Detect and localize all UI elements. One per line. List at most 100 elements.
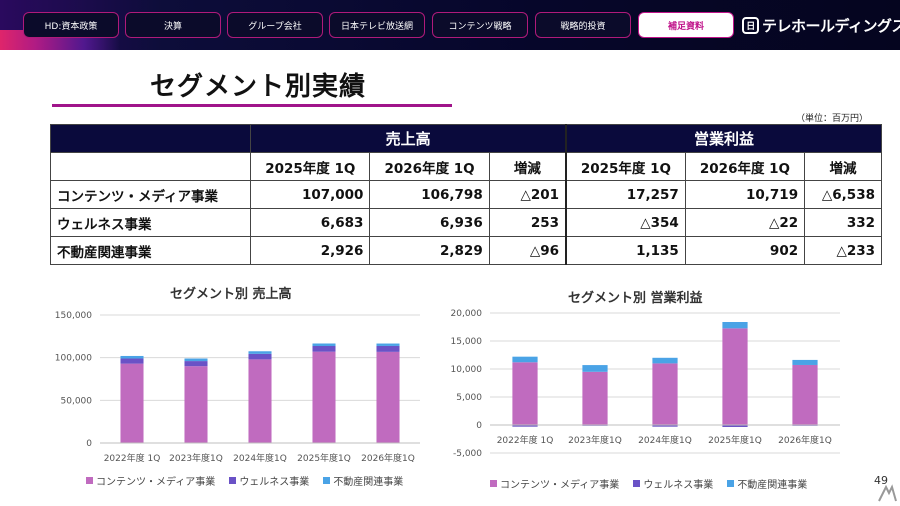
table-cell: 332 bbox=[804, 208, 882, 237]
legend-swatch bbox=[86, 477, 93, 484]
x-tick-label: 2026年度1Q bbox=[361, 452, 415, 464]
x-tick-label: 2023年度1Q bbox=[568, 434, 622, 446]
bar-segment bbox=[652, 425, 678, 427]
table-row: コンテンツ・メディア事業 107,000 106,798 △201 17,257… bbox=[49, 180, 882, 209]
sales-chart-legend: コンテンツ・メディア事業 ウェルネス事業 不動産関連事業 bbox=[86, 473, 403, 488]
legend-label: 不動産関連事業 bbox=[737, 480, 808, 491]
bar-segment bbox=[184, 361, 208, 367]
table-cell: 2,926 bbox=[250, 236, 371, 265]
bar-segment bbox=[512, 425, 538, 427]
legend-swatch bbox=[490, 480, 497, 487]
bar-segment bbox=[120, 355, 144, 359]
legend-label: ウェルネス事業 bbox=[239, 477, 310, 488]
bar-segment bbox=[722, 322, 748, 329]
brand-mark-icon: 日 bbox=[742, 16, 759, 34]
x-tick-label: 2024年度1Q bbox=[638, 434, 692, 446]
bar-segment bbox=[582, 365, 608, 372]
table-cell: 902 bbox=[684, 236, 806, 265]
bar-segment bbox=[376, 351, 400, 443]
subheader-cell: 2025年度 1Q bbox=[250, 152, 371, 181]
table-cell: 6,936 bbox=[369, 208, 490, 237]
bar-segment bbox=[376, 345, 400, 352]
bar-segment bbox=[120, 358, 144, 364]
legend-swatch bbox=[633, 480, 641, 487]
table-cell: △354 bbox=[565, 208, 686, 237]
legend-item: ウェルネス事業 bbox=[633, 476, 713, 491]
table-cell: 107,000 bbox=[250, 180, 371, 209]
tab-content-strategy[interactable]: コンテンツ戦略 bbox=[432, 12, 528, 38]
tab-capital-policy[interactable]: HD:資本政策 bbox=[23, 12, 119, 38]
tab-financial-results[interactable]: 決算 bbox=[125, 12, 221, 38]
table-cell: 253 bbox=[488, 208, 567, 237]
y-tick-label: 0 bbox=[86, 439, 92, 449]
tab-strategic-investment[interactable]: 戦略的投資 bbox=[535, 12, 631, 38]
bar-segment bbox=[376, 343, 400, 346]
bar-segment bbox=[120, 363, 144, 443]
bar-segment bbox=[582, 371, 608, 425]
legend-item: 不動産関連事業 bbox=[323, 473, 403, 488]
table-row: 不動産関連事業 2,926 2,829 △96 1,135 902 △233 bbox=[49, 236, 882, 265]
bar-segment bbox=[792, 359, 818, 365]
legend-label: ウェルネス事業 bbox=[643, 480, 714, 491]
brand-name: テレホールディングス bbox=[762, 16, 900, 35]
x-tick-label: 2022年度 1Q bbox=[104, 452, 161, 464]
bar-segment bbox=[248, 359, 272, 443]
profit-chart-title: セグメント別 営業利益 bbox=[568, 291, 703, 306]
page-title: セグメント別実績 bbox=[150, 72, 367, 102]
table-cell: △233 bbox=[804, 236, 882, 265]
table-cell: 17,257 bbox=[565, 180, 686, 209]
subheader-cell: 2026年度 1Q bbox=[369, 152, 490, 181]
bar-segment bbox=[652, 357, 678, 364]
row-label: ウェルネス事業 bbox=[49, 208, 252, 237]
subheader-cell: 増減 bbox=[488, 152, 567, 181]
x-tick-label: 2025年度1Q bbox=[708, 434, 762, 446]
y-tick-label: 5,000 bbox=[456, 393, 482, 403]
bar-segment bbox=[248, 351, 272, 354]
page-number: 49 bbox=[874, 474, 888, 487]
legend-label: 不動産関連事業 bbox=[333, 477, 404, 488]
y-tick-label: 50,000 bbox=[61, 396, 93, 406]
tab-group-companies[interactable]: グループ会社 bbox=[227, 12, 323, 38]
profit-chart-legend: コンテンツ・メディア事業 ウェルネス事業 不動産関連事業 bbox=[490, 476, 807, 491]
y-tick-label: 100,000 bbox=[55, 354, 92, 364]
header-sales: 売上高 bbox=[250, 124, 567, 153]
title-underline bbox=[52, 104, 452, 107]
table-row: ウェルネス事業 6,683 6,936 253 △354 △22 332 bbox=[49, 208, 882, 237]
bar-segment bbox=[312, 351, 336, 443]
header-operating-profit: 営業利益 bbox=[565, 124, 883, 153]
table-cell: △96 bbox=[488, 236, 567, 265]
subheader-cell: 2025年度 1Q bbox=[565, 152, 686, 181]
table-blank-cell bbox=[49, 152, 252, 181]
table-subheader-row: 2025年度 1Q 2026年度 1Q 増減 2025年度 1Q 2026年度 … bbox=[49, 152, 882, 181]
unit-note: （単位：百万円） bbox=[795, 114, 868, 124]
table-cell: 10,719 bbox=[684, 180, 806, 209]
legend-label: コンテンツ・メディア事業 bbox=[500, 480, 620, 491]
bar-segment bbox=[722, 328, 748, 425]
y-tick-label: 10,000 bbox=[451, 365, 483, 375]
table-group-header-row: 売上高 営業利益 bbox=[49, 124, 883, 153]
bar-segment bbox=[184, 358, 208, 362]
profit-chart: -5,000 0 5,000 10,000 15,000 20,000 2022年度 1Q 2… bbox=[451, 309, 840, 459]
x-tick-label: 2022年度 1Q bbox=[497, 434, 554, 446]
x-tick-label: 2023年度1Q bbox=[169, 452, 223, 464]
table-cell: △22 bbox=[684, 208, 806, 237]
row-label: 不動産関連事業 bbox=[49, 236, 252, 265]
bar-segment bbox=[248, 353, 272, 360]
sales-chart-title: セグメント別 売上高 bbox=[170, 287, 292, 302]
legend-item: ウェルネス事業 bbox=[229, 473, 309, 488]
corner-logo-icon bbox=[878, 484, 897, 502]
legend-item: 不動産関連事業 bbox=[727, 476, 807, 491]
bar-segment bbox=[792, 364, 818, 425]
table-cell: 1,135 bbox=[565, 236, 686, 265]
table-cell: △201 bbox=[488, 180, 567, 209]
tab-supplementary[interactable]: 補足資料 bbox=[638, 12, 734, 38]
x-tick-label: 2026年度1Q bbox=[778, 434, 832, 446]
tab-nippon-tv[interactable]: 日本テレビ放送網 bbox=[329, 12, 425, 38]
sales-chart: 0 50,000 100,000 150,000 2022年度 1Q 2023年度1Q 20… bbox=[55, 311, 420, 464]
table-cell: 2,829 bbox=[369, 236, 490, 265]
x-tick-label: 2024年度1Q bbox=[233, 452, 287, 464]
bar-segment bbox=[312, 343, 336, 346]
y-tick-label: -5,000 bbox=[453, 449, 482, 459]
subheader-cell: 増減 bbox=[804, 152, 882, 181]
legend-swatch bbox=[323, 477, 331, 484]
